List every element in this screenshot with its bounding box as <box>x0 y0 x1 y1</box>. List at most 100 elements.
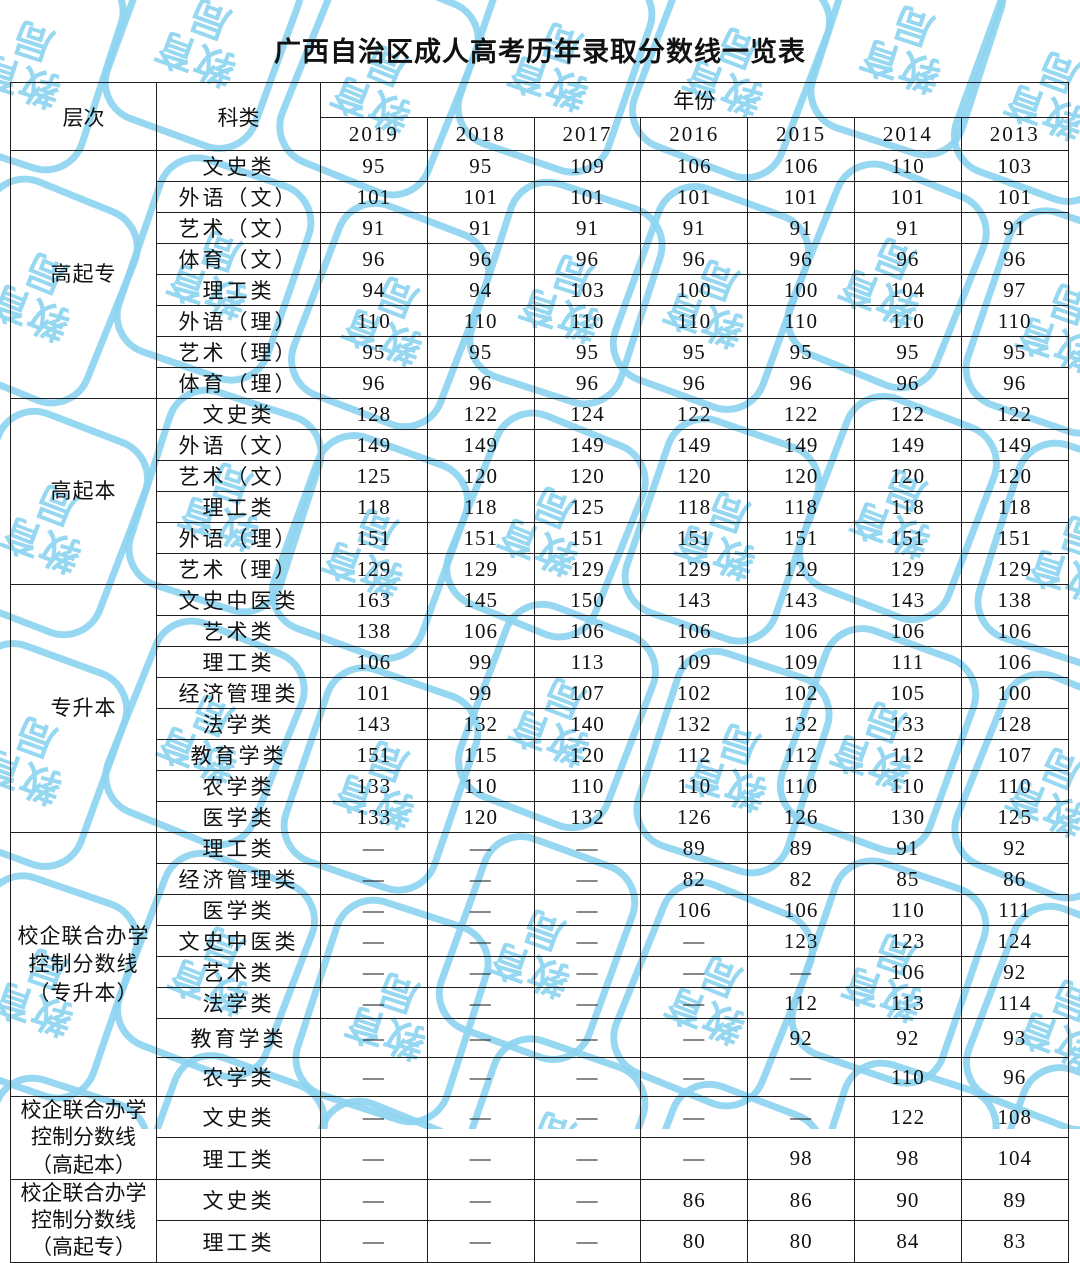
level-cell: 高起专 <box>10 150 157 399</box>
score-cell: 112 <box>747 987 855 1019</box>
score-cell: 151 <box>640 522 749 554</box>
score-cell: 120 <box>426 801 535 833</box>
admission-score-table: 层次 科类 年份 2019 2018 2017 2016 2015 2014 2013 高起… <box>10 82 1069 1263</box>
score-cell: — <box>747 1095 855 1139</box>
score-cell: 125 <box>960 801 1069 833</box>
score-cell: 92 <box>853 1018 962 1058</box>
level-cell: 校企联合办学控制分数线（高起本） <box>10 1096 157 1180</box>
score-cell: — <box>426 1178 535 1222</box>
score-cell: 96 <box>747 243 855 275</box>
score-cell: — <box>533 894 642 926</box>
score-cell: 106 <box>853 615 962 647</box>
score-cell: 86 <box>747 1178 855 1222</box>
score-cell: — <box>533 1018 642 1058</box>
score-cell: 122 <box>747 398 855 430</box>
table-row: 校企联合办学控制分数线（专升本） 理工类 — — —89 89 91 92 <box>10 832 1069 1097</box>
major-cell: 农学类 <box>156 770 321 802</box>
score-cell: 123 <box>747 925 855 957</box>
score-cell: 106 <box>853 956 962 988</box>
score-cell: — <box>426 1018 535 1058</box>
score-cell: 110 <box>853 1057 962 1097</box>
score-cell: — <box>426 1057 535 1097</box>
table-row: 文史中医类 — — — —123 123 124 <box>11 925 1069 957</box>
score-cell: — <box>640 925 749 957</box>
score-cell: 95 <box>320 336 428 368</box>
table-row: 外语（理） 151 151 151 151 151 151 151 <box>11 522 1069 554</box>
score-cell: — <box>426 1095 535 1139</box>
score-cell: 106 <box>747 150 855 182</box>
major-cell: 经济管理类 <box>156 863 321 895</box>
major-cell: 教育学类 <box>156 739 321 771</box>
score-cell: — <box>320 1057 428 1097</box>
score-cell: — <box>533 1220 642 1263</box>
table-row: 理工类 94 94 103 100 100 104 97 <box>11 274 1069 306</box>
score-cell: 110 <box>960 770 1069 802</box>
score-cell: 110 <box>533 770 642 802</box>
major-cell: 文史中医类 <box>156 584 321 616</box>
score-cell: 110 <box>426 305 535 337</box>
major-cell: 理工类 <box>156 491 321 523</box>
score-cell: 129 <box>853 553 962 585</box>
score-cell: 95 <box>640 336 749 368</box>
score-cell: 92 <box>747 1018 855 1058</box>
page-title: 广西自治区成人高考历年录取分数线一览表 <box>274 37 806 67</box>
table-head: 层次 科类 年份 2019 2018 2017 2016 2015 2014 2013 <box>10 82 1069 151</box>
major-cell: 文史中医类 <box>156 925 321 957</box>
score-cell: 96 <box>426 367 535 399</box>
header-year-2017: 2017 <box>533 117 642 151</box>
score-cell: 99 <box>426 677 535 709</box>
score-cell: 97 <box>960 274 1069 306</box>
score-cell: 132 <box>640 708 749 740</box>
score-cell: 120 <box>533 739 642 771</box>
score-cell: 95 <box>960 336 1069 368</box>
major-cell: 理工类 <box>156 646 321 678</box>
score-cell: — <box>320 1137 428 1180</box>
table-row: 理工类 106 99 113 109 109 111 106 <box>11 646 1069 678</box>
score-cell: — <box>640 1057 749 1097</box>
score-cell: 112 <box>853 739 962 771</box>
score-cell: 92 <box>960 956 1069 988</box>
score-cell: 100 <box>960 677 1069 709</box>
table-row: 校企联合办学控制分数线（高起本） 文史类 — — — — —122 108 <box>10 1095 1069 1180</box>
score-cell: 143 <box>747 584 855 616</box>
score-cell: 82 <box>747 863 855 895</box>
major-cell: 艺术（文） <box>156 460 321 492</box>
score-cell: — <box>426 1220 535 1263</box>
score-cell: 90 <box>853 1178 962 1222</box>
score-cell: 106 <box>747 894 855 926</box>
score-cell: 102 <box>640 677 749 709</box>
score-cell: — <box>426 894 535 926</box>
score-cell: 101 <box>853 181 962 213</box>
score-cell: 163 <box>320 584 428 616</box>
table-row: 校企联合办学控制分数线（高起专） 文史类 — — —86 86 90 89 <box>10 1178 1069 1263</box>
score-cell: 106 <box>320 646 428 678</box>
score-cell: 133 <box>320 801 428 833</box>
score-cell: 96 <box>960 367 1069 399</box>
score-cell: 110 <box>960 305 1069 337</box>
score-cell: 138 <box>960 584 1069 616</box>
score-cell: 91 <box>960 212 1069 244</box>
major-cell: 艺术类 <box>156 956 321 988</box>
score-cell: — <box>320 832 428 864</box>
score-cell: — <box>426 1137 535 1180</box>
table-row: 外语（文） 101 101 101 101 101 101 101 <box>11 181 1069 213</box>
table-row: 理工类 — — —80 80 84 83 <box>11 1220 1069 1263</box>
level-cell: 校企联合办学控制分数线（专升本） <box>10 832 157 1097</box>
major-cell: 经济管理类 <box>156 677 321 709</box>
score-cell: 126 <box>747 801 855 833</box>
score-cell: 91 <box>853 212 962 244</box>
table-row: 艺术（理） 129 129 129 129 129 129 129 <box>11 553 1069 585</box>
score-cell: 120 <box>853 460 962 492</box>
major-cell: 艺术类 <box>156 615 321 647</box>
score-cell: — <box>533 1137 642 1180</box>
score-cell: 95 <box>426 150 535 182</box>
major-cell: 文史类 <box>156 398 321 430</box>
score-cell: 129 <box>320 553 428 585</box>
score-cell: 106 <box>533 615 642 647</box>
major-cell: 外语（文） <box>156 181 321 213</box>
score-cell: — <box>320 1178 428 1222</box>
score-cell: 80 <box>640 1220 749 1263</box>
score-cell: 143 <box>320 708 428 740</box>
score-cell: 83 <box>960 1220 1069 1263</box>
score-cell: — <box>640 1018 749 1058</box>
